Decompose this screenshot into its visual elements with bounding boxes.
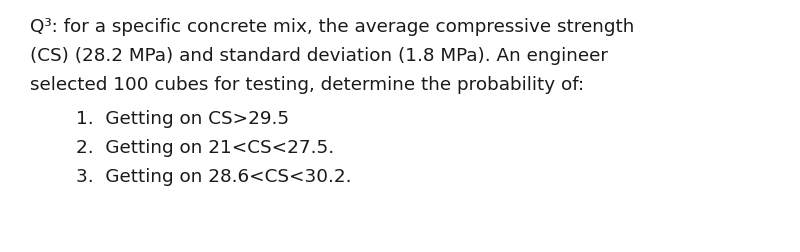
Text: 2.  Getting on 21<CS<27.5.: 2. Getting on 21<CS<27.5.	[76, 139, 334, 156]
Text: selected 100 cubes for testing, determine the probability of:: selected 100 cubes for testing, determin…	[30, 76, 585, 93]
Text: 3.  Getting on 28.6<CS<30.2.: 3. Getting on 28.6<CS<30.2.	[76, 168, 351, 185]
Text: 1.  Getting on CS>29.5: 1. Getting on CS>29.5	[76, 110, 289, 128]
Text: Q³: for a specific concrete mix, the average compressive strength: Q³: for a specific concrete mix, the ave…	[30, 18, 634, 36]
Text: (CS) (28.2 MPa) and standard deviation (1.8 MPa). An engineer: (CS) (28.2 MPa) and standard deviation (…	[30, 47, 608, 65]
